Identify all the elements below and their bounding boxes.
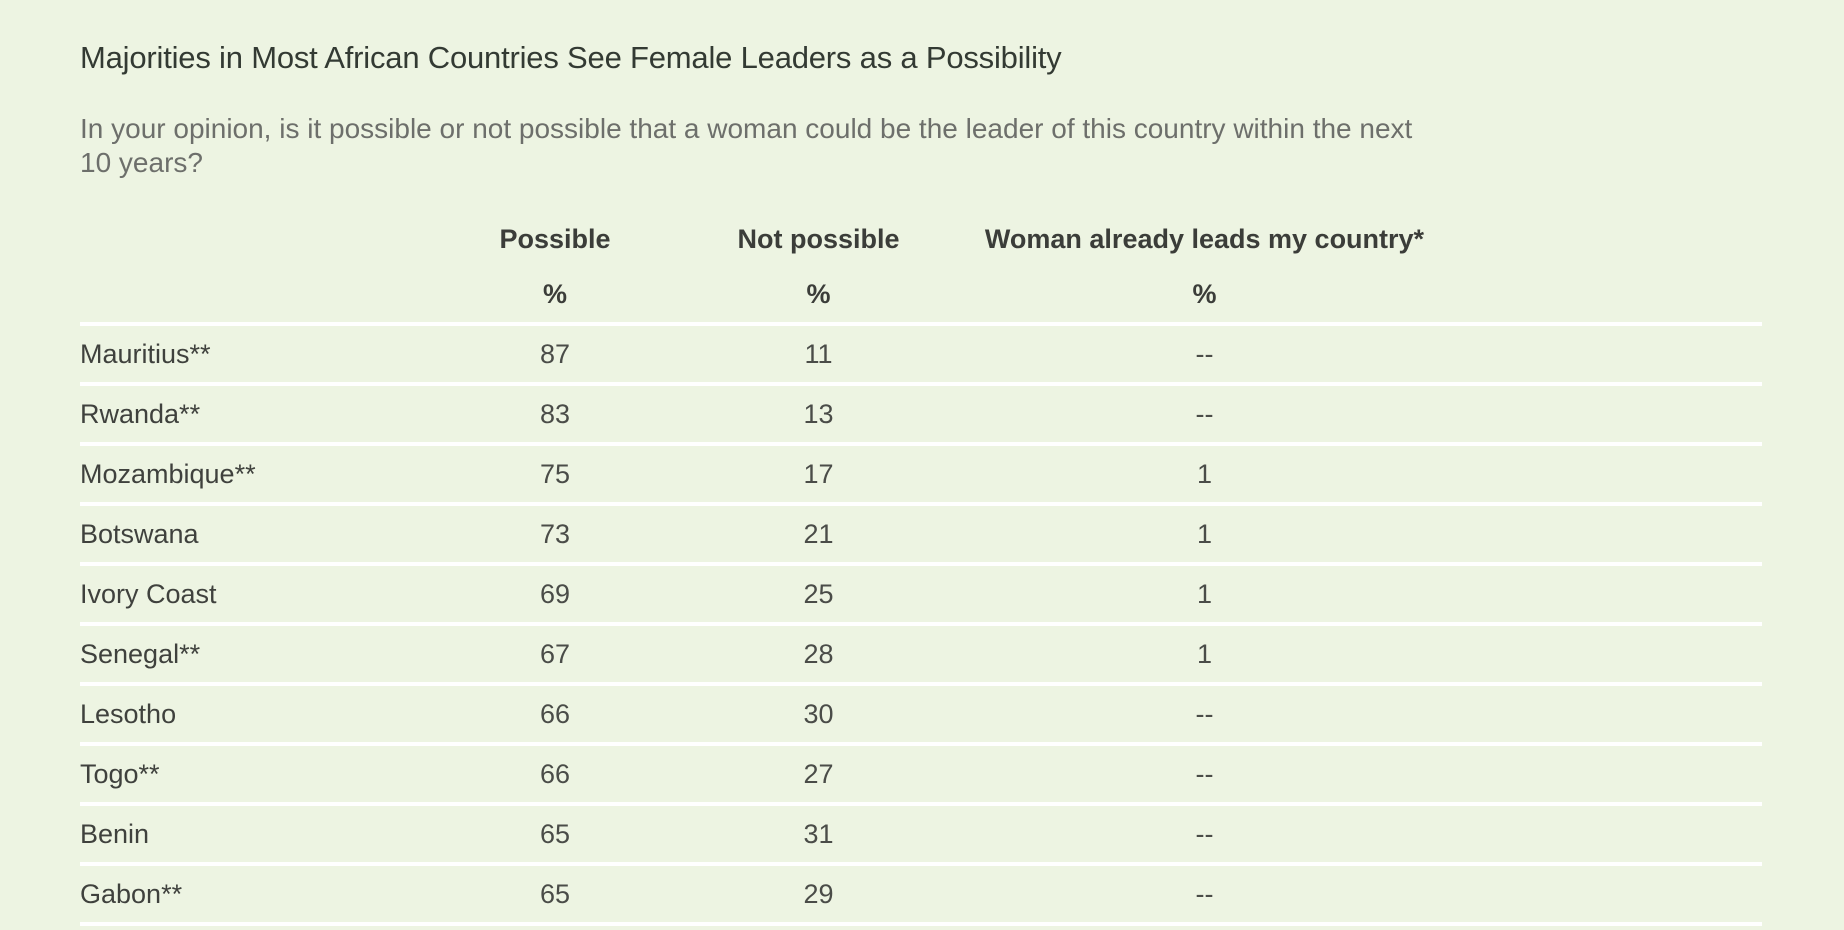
column-header-country <box>80 212 455 266</box>
table-row: Gabon** 65 29 -- <box>80 864 1762 926</box>
table-row: Togo** 66 27 -- <box>80 744 1762 806</box>
cell-not-possible: 25 <box>655 564 982 626</box>
cell-country: Togo** <box>80 744 455 806</box>
cell-woman-leads: -- <box>982 744 1427 806</box>
cell-spacer <box>1427 324 1762 386</box>
cell-possible: 87 <box>455 324 655 386</box>
cell-woman-leads: -- <box>982 864 1427 926</box>
column-header-spacer <box>1427 212 1762 266</box>
cell-not-possible: 29 <box>655 864 982 926</box>
unit-spacer <box>1427 266 1762 326</box>
cell-not-possible: 13 <box>655 384 982 446</box>
cell-country: Senegal** <box>80 624 455 686</box>
table-row: Ivory Coast 69 25 1 <box>80 564 1762 626</box>
cell-not-possible: 27 <box>655 744 982 806</box>
data-table: Possible Not possible Woman already lead… <box>80 212 1762 926</box>
cell-spacer <box>1427 804 1762 866</box>
cell-woman-leads: -- <box>982 384 1427 446</box>
cell-spacer <box>1427 564 1762 626</box>
cell-possible: 65 <box>455 804 655 866</box>
cell-not-possible: 17 <box>655 444 982 506</box>
cell-woman-leads: -- <box>982 804 1427 866</box>
cell-possible: 66 <box>455 744 655 806</box>
cell-spacer <box>1427 864 1762 926</box>
cell-possible: 75 <box>455 444 655 506</box>
cell-country: Mauritius** <box>80 324 455 386</box>
table-row: Mozambique** 75 17 1 <box>80 444 1762 506</box>
chart-subtitle: In your opinion, is it possible or not p… <box>80 113 1413 178</box>
cell-woman-leads: 1 <box>982 444 1427 506</box>
table-row: Rwanda** 83 13 -- <box>80 384 1762 446</box>
header-row: Possible Not possible Woman already lead… <box>80 212 1762 266</box>
cell-country: Ivory Coast <box>80 564 455 626</box>
unit-possible: % <box>455 266 655 326</box>
cell-possible: 69 <box>455 564 655 626</box>
data-table-container: Possible Not possible Woman already lead… <box>80 212 1762 926</box>
cell-spacer <box>1427 504 1762 566</box>
cell-woman-leads: 1 <box>982 624 1427 686</box>
column-header-woman-leads: Woman already leads my country* <box>984 223 1425 254</box>
cell-country: Benin <box>80 804 455 866</box>
column-header-possible: Possible <box>499 223 611 254</box>
unit-not-possible: % <box>655 266 982 326</box>
cell-woman-leads: -- <box>982 324 1427 386</box>
cell-possible: 73 <box>455 504 655 566</box>
cell-woman-leads: 1 <box>982 564 1427 626</box>
cell-country: Lesotho <box>80 684 455 746</box>
table-row: Mauritius** 87 11 -- <box>80 324 1762 386</box>
unit-row: % % % <box>80 266 1762 326</box>
cell-possible: 67 <box>455 624 655 686</box>
cell-woman-leads: 1 <box>982 504 1427 566</box>
cell-not-possible: 21 <box>655 504 982 566</box>
unit-country <box>80 266 455 326</box>
table-row: Lesotho 66 30 -- <box>80 684 1762 746</box>
table-row: Benin 65 31 -- <box>80 804 1762 866</box>
cell-not-possible: 31 <box>655 804 982 866</box>
unit-woman-leads: % <box>982 266 1427 326</box>
cell-spacer <box>1427 444 1762 506</box>
cell-not-possible: 30 <box>655 684 982 746</box>
cell-possible: 66 <box>455 684 655 746</box>
cell-woman-leads: -- <box>982 684 1427 746</box>
table-row: Botswana 73 21 1 <box>80 504 1762 566</box>
table-row: Senegal** 67 28 1 <box>80 624 1762 686</box>
cell-country: Rwanda** <box>80 384 455 446</box>
chart-title: Majorities in Most African Countries See… <box>80 40 1062 75</box>
cell-possible: 65 <box>455 864 655 926</box>
column-header-not-possible: Not possible <box>737 223 900 254</box>
cell-not-possible: 28 <box>655 624 982 686</box>
cell-spacer <box>1427 384 1762 446</box>
cell-spacer <box>1427 744 1762 806</box>
cell-spacer <box>1427 684 1762 746</box>
cell-country: Mozambique** <box>80 444 455 506</box>
cell-country: Botswana <box>80 504 455 566</box>
cell-spacer <box>1427 624 1762 686</box>
cell-possible: 83 <box>455 384 655 446</box>
cell-country: Gabon** <box>80 864 455 926</box>
cell-not-possible: 11 <box>655 324 982 386</box>
